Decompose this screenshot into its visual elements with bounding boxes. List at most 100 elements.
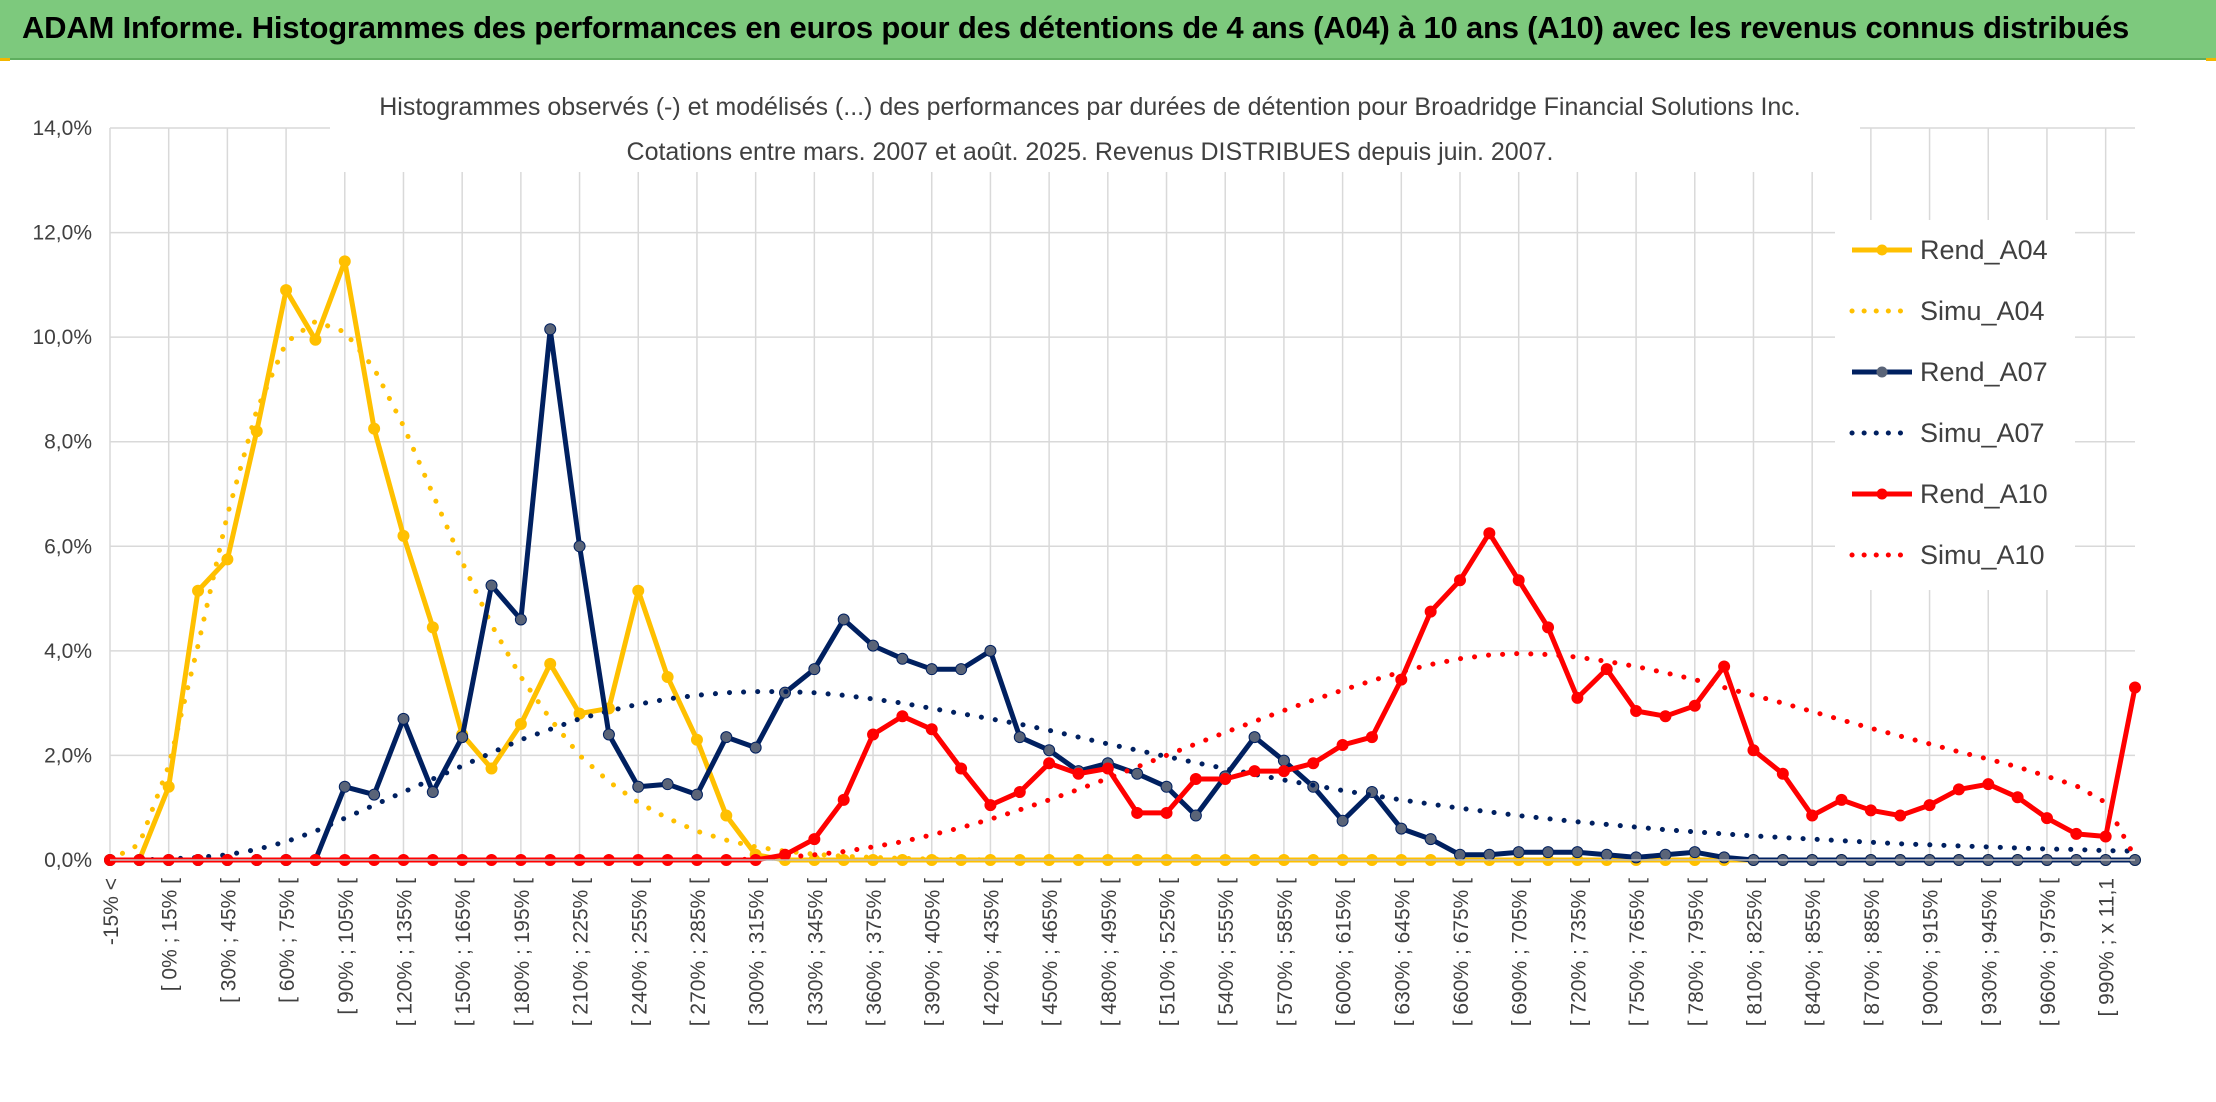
x-tick-label: [ 60% ; 75% [ xyxy=(276,878,299,1003)
y-tick-label: 0,0% xyxy=(44,849,92,872)
data-point xyxy=(1160,806,1173,819)
series-simu-a07 xyxy=(107,689,2138,863)
x-tick-label: [ 960% ; 975% [ xyxy=(2037,878,2060,1026)
data-point xyxy=(1101,762,1114,775)
x-tick-label: [ 90% ; 105% [ xyxy=(335,878,358,1015)
data-point xyxy=(1982,778,1995,791)
data-point xyxy=(837,793,850,806)
data-point xyxy=(955,762,968,775)
data-point xyxy=(1806,809,1819,822)
data-point xyxy=(1336,814,1349,827)
data-point xyxy=(426,786,439,799)
data-point xyxy=(1072,767,1085,780)
x-tick-label: [ 600% ; 615% [ xyxy=(1333,878,1356,1026)
data-point xyxy=(485,762,498,775)
x-tick-label: [ 900% ; 915% [ xyxy=(1920,878,1943,1026)
legend-item: Simu_A10 xyxy=(1849,540,2045,570)
series-simu-a10 xyxy=(107,651,2138,863)
series-simu-a04 xyxy=(107,319,2138,863)
data-point xyxy=(221,553,234,566)
data-point xyxy=(309,333,322,346)
x-tick-label: [ 450% ; 465% [ xyxy=(1039,878,1062,1026)
data-point xyxy=(1395,673,1408,686)
x-tick-label: [ 840% ; 855% [ xyxy=(1802,878,1825,1026)
data-point xyxy=(1013,786,1026,799)
data-point xyxy=(984,799,997,812)
data-point xyxy=(1952,783,1965,796)
data-point xyxy=(2070,827,2083,840)
data-point xyxy=(573,540,586,553)
series-line xyxy=(107,319,2138,863)
data-point xyxy=(1131,767,1144,780)
data-point xyxy=(690,733,703,746)
x-tick-label: [ 420% ; 435% [ xyxy=(980,878,1003,1026)
data-point xyxy=(1454,574,1466,587)
corner-mark-left xyxy=(0,58,10,61)
x-tick-label: [ 480% ; 495% [ xyxy=(1098,878,1121,1026)
axes: 0,0% 2,0% 4,0% 6,0% 8,0% 10,0% 12,0% 14,0% -15% … xyxy=(32,117,2135,1026)
legend-label: Simu_A04 xyxy=(1920,296,2045,326)
data-point xyxy=(896,710,909,723)
data-point xyxy=(1277,765,1290,778)
data-point xyxy=(1659,710,1672,723)
data-point xyxy=(2011,791,2024,804)
performance-histogram-chart: Histogrammes observés (-) et modélisés (… xyxy=(32,82,2141,1026)
x-tick-label: [ 120% ; 135% [ xyxy=(393,878,416,1026)
data-point xyxy=(867,639,880,652)
series-line xyxy=(110,326,2135,863)
data-point xyxy=(632,780,645,793)
data-point xyxy=(1630,704,1643,717)
data-point xyxy=(1512,574,1525,587)
data-point xyxy=(808,833,821,846)
y-tick-label: 2,0% xyxy=(44,744,92,767)
x-tick-label: [ 930% ; 945% [ xyxy=(1978,878,2001,1026)
data-point xyxy=(1395,822,1408,835)
data-point xyxy=(514,613,527,626)
x-tick-label: [ 330% ; 345% [ xyxy=(804,878,827,1026)
data-point xyxy=(1512,846,1525,859)
x-tick-label: [ 30% ; 45% [ xyxy=(217,878,240,1003)
data-point xyxy=(1776,767,1789,780)
legend-label: Rend_A04 xyxy=(1920,235,2048,265)
data-point xyxy=(573,707,586,720)
series-line xyxy=(110,530,2138,863)
data-point xyxy=(1688,699,1701,712)
series-line xyxy=(107,651,2138,863)
data-point xyxy=(1219,772,1232,785)
x-tick-label: [ 270% ; 285% [ xyxy=(687,878,710,1026)
x-tick-label: [ 0% ; 15% [ xyxy=(159,878,182,991)
legend-item: Simu_A07 xyxy=(1849,418,2045,448)
x-tick-label: [ 990% ; x 11,1 xyxy=(2096,878,2119,1017)
data-point xyxy=(1542,621,1555,634)
data-point xyxy=(1571,846,1584,859)
data-point xyxy=(1747,744,1760,757)
x-tick-label: [ 240% ; 255% [ xyxy=(628,878,651,1026)
data-point xyxy=(720,731,733,744)
data-point xyxy=(1864,804,1877,817)
chart-title: Histogrammes observés (-) et modélisés (… xyxy=(330,82,1860,172)
legend-label: Simu_A10 xyxy=(1920,540,2045,570)
data-point xyxy=(1571,691,1584,704)
data-point xyxy=(632,584,645,597)
data-point xyxy=(1365,731,1378,744)
legend-item: Rend_A07 xyxy=(1852,357,2048,387)
x-tick-label: [ 150% ; 165% [ xyxy=(452,878,475,1026)
data-point xyxy=(397,529,410,542)
data-point xyxy=(1718,851,1731,864)
data-point xyxy=(1923,799,1936,812)
data-point xyxy=(1013,731,1026,744)
legend-label: Rend_A10 xyxy=(1920,479,2048,509)
x-tick-label: [ 660% ; 675% [ xyxy=(1450,878,1473,1026)
chart-title-line-2: Cotations entre mars. 2007 et août. 2025… xyxy=(627,138,1554,166)
data-point xyxy=(867,728,880,741)
data-point xyxy=(1160,780,1173,793)
x-tick-label: [ 540% ; 555% [ xyxy=(1215,878,1238,1026)
data-point xyxy=(837,613,850,626)
data-point xyxy=(1542,846,1555,859)
data-point xyxy=(1600,848,1613,861)
y-tick-label: 4,0% xyxy=(44,640,92,663)
data-point xyxy=(544,323,557,336)
data-point xyxy=(485,579,498,592)
report-banner: ADAM Informe. Histogrammes des performan… xyxy=(0,0,2216,60)
